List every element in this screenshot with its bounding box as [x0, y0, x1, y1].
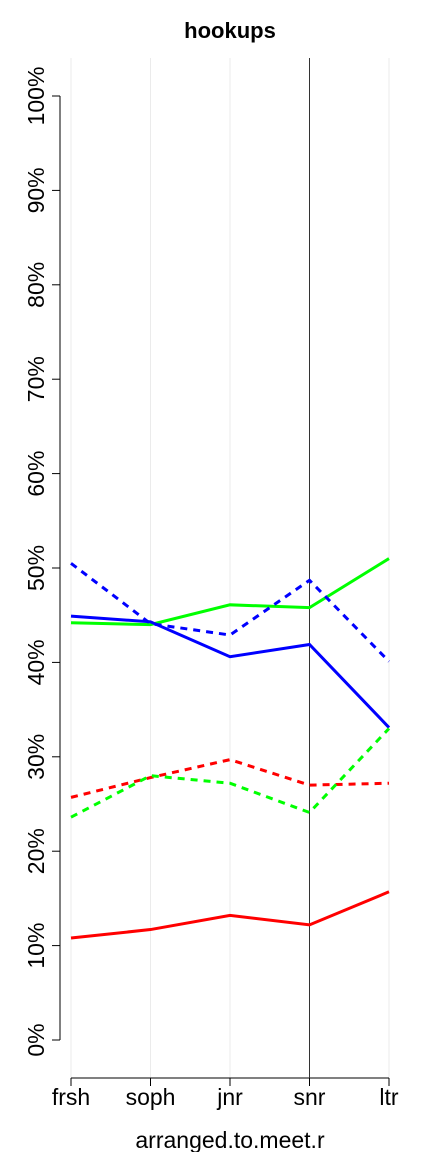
x-tick-label: snr: [294, 1084, 326, 1110]
y-tick-label: 50%: [23, 545, 49, 591]
y-tick-label: 70%: [23, 356, 49, 402]
chart-title: hookups: [184, 18, 276, 43]
x-axis-label: arranged.to.meet.r: [135, 1127, 325, 1152]
y-tick-label: 30%: [23, 734, 49, 780]
data-line: [70, 890, 390, 940]
y-tick-label: 80%: [23, 262, 49, 308]
x-tick-label: soph: [126, 1084, 176, 1110]
data-line: [70, 614, 391, 729]
data-line: [70, 727, 391, 819]
y-tick-label: 100%: [23, 67, 49, 126]
y-tick-label: 60%: [23, 451, 49, 497]
y-tick-label: 40%: [23, 639, 49, 685]
y-tick-label: 0%: [23, 1023, 49, 1056]
x-tick-label: ltr: [379, 1084, 399, 1110]
data-line: [70, 562, 391, 663]
y-tick-label: 20%: [23, 828, 49, 874]
y-tick-label: 10%: [23, 923, 49, 969]
y-tick-label: 90%: [23, 167, 49, 213]
x-tick-label: frsh: [52, 1084, 90, 1110]
data-line: [70, 557, 390, 627]
x-tick-label: jnr: [216, 1084, 243, 1110]
